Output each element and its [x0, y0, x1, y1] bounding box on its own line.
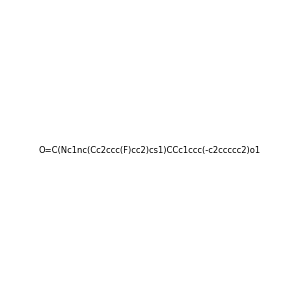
Text: O=C(Nc1nc(Cc2ccc(F)cc2)cs1)CCc1ccc(-c2ccccc2)o1: O=C(Nc1nc(Cc2ccc(F)cc2)cs1)CCc1ccc(-c2cc… — [39, 146, 261, 154]
